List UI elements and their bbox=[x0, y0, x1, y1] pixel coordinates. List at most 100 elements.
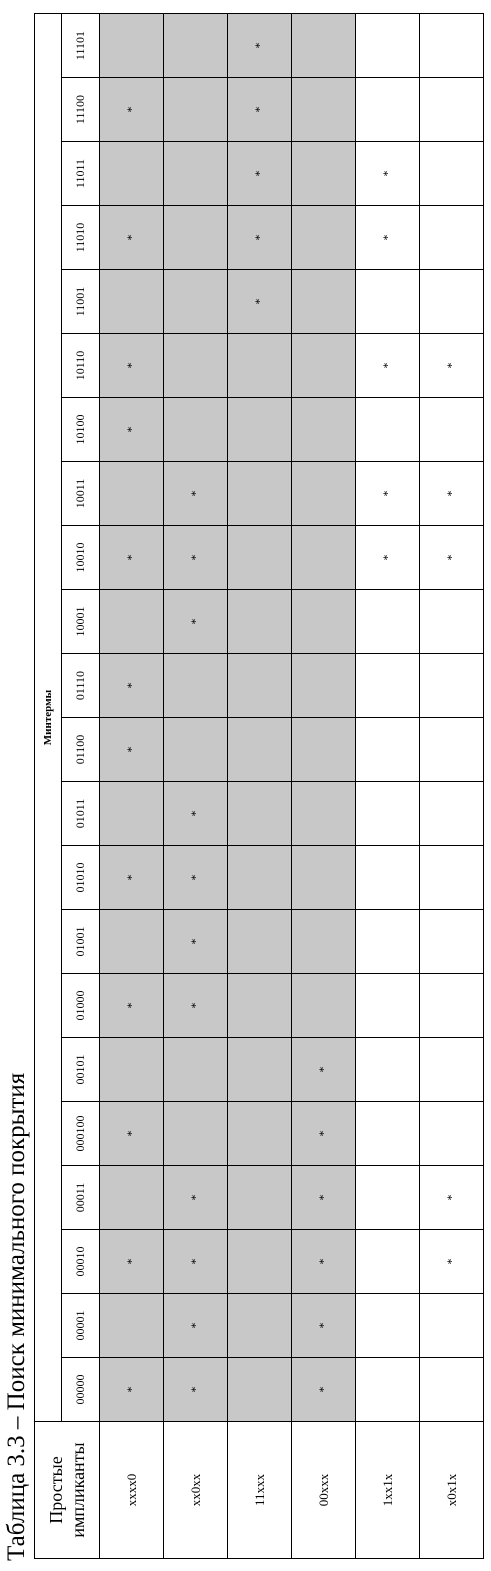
coverage-cell: * bbox=[291, 1037, 356, 1102]
coverage-cell bbox=[227, 1165, 292, 1230]
implicant-cell: xxxx0 bbox=[99, 1421, 164, 1559]
coverage-cell bbox=[355, 1357, 420, 1422]
minterm-header-cell: 01000 bbox=[61, 973, 100, 1038]
coverage-cell bbox=[227, 973, 292, 1038]
minterm-header-cell: 00010 bbox=[61, 1229, 100, 1294]
coverage-cell: * bbox=[99, 1229, 164, 1294]
coverage-cell: * bbox=[99, 1357, 164, 1422]
coverage-cell bbox=[99, 13, 164, 78]
implicants-header-line1: Простые bbox=[46, 1456, 66, 1524]
coverage-cell: * bbox=[163, 1357, 228, 1422]
coverage-cell bbox=[163, 269, 228, 334]
coverage-cell bbox=[291, 781, 356, 846]
minterm-header-cell: 01010 bbox=[61, 845, 100, 910]
coverage-cell: * bbox=[163, 781, 228, 846]
coverage-cell bbox=[355, 589, 420, 654]
coverage-cell bbox=[163, 13, 228, 78]
coverage-cell bbox=[355, 1229, 420, 1294]
coverage-cell: * bbox=[355, 205, 420, 270]
coverage-cell bbox=[291, 525, 356, 590]
coverage-cell bbox=[355, 781, 420, 846]
coverage-cell bbox=[99, 589, 164, 654]
header-row-group: Простые импликанты Минтермы bbox=[34, 13, 100, 1559]
implicant-cell: 00xxx bbox=[291, 1421, 356, 1559]
coverage-cell bbox=[419, 653, 484, 718]
coverage-cell: * bbox=[227, 13, 292, 78]
minterm-header-cell: 10110 bbox=[61, 333, 100, 398]
coverage-cell bbox=[291, 461, 356, 526]
coverage-cell bbox=[227, 1357, 292, 1422]
coverage-cell bbox=[291, 909, 356, 974]
coverage-cell bbox=[291, 653, 356, 718]
coverage-cell bbox=[99, 909, 164, 974]
coverage-cell: * bbox=[163, 589, 228, 654]
coverage-cell bbox=[227, 1037, 292, 1102]
table-row: xxxx0 * * * * * * * * * * * * bbox=[99, 13, 164, 1559]
coverage-cell: * bbox=[163, 525, 228, 590]
coverage-cell bbox=[99, 1037, 164, 1102]
minterm-header-cell: 11101 bbox=[61, 13, 100, 78]
coverage-cell: * bbox=[291, 1165, 356, 1230]
coverage-cell bbox=[99, 1293, 164, 1358]
coverage-cell bbox=[419, 205, 484, 270]
coverage-cell bbox=[99, 781, 164, 846]
implicants-header-line2: импликанты bbox=[68, 1442, 88, 1538]
coverage-cell bbox=[163, 717, 228, 782]
coverage-cell: * bbox=[163, 845, 228, 910]
coverage-cell: * bbox=[355, 525, 420, 590]
coverage-cell bbox=[419, 13, 484, 78]
minterm-header-cell: 10011 bbox=[61, 461, 100, 526]
minterm-header-cell: 000100 bbox=[61, 1101, 100, 1166]
coverage-cell bbox=[419, 909, 484, 974]
coverage-cell bbox=[355, 717, 420, 782]
coverage-cell: * bbox=[99, 1101, 164, 1166]
minterm-header-cell: 00000 bbox=[61, 1357, 100, 1422]
minterm-header-cell: 01110 bbox=[61, 653, 100, 718]
coverage-cell bbox=[163, 141, 228, 206]
coverage-cell: * bbox=[99, 525, 164, 590]
coverage-cell: * bbox=[291, 1229, 356, 1294]
coverage-cell bbox=[419, 717, 484, 782]
table-body: xxxx0 * * * * * * * * * * * * xx0xx * * * * * * * * * * * 11xxx * *… bbox=[99, 13, 484, 1559]
coverage-cell bbox=[355, 845, 420, 910]
coverage-cell: * bbox=[355, 461, 420, 526]
coverage-cell bbox=[419, 973, 484, 1038]
coverage-cell bbox=[291, 269, 356, 334]
coverage-cell bbox=[355, 1293, 420, 1358]
coverage-cell bbox=[355, 1165, 420, 1230]
coverage-cell bbox=[227, 1229, 292, 1294]
table-caption: Таблица 3.3 – Поиск минимального покрыти… bbox=[3, 1072, 30, 1561]
coverage-cell bbox=[227, 845, 292, 910]
coverage-cell bbox=[227, 653, 292, 718]
coverage-cell bbox=[99, 141, 164, 206]
implicant-cell: x0x1x bbox=[419, 1421, 484, 1559]
coverage-cell bbox=[355, 397, 420, 462]
coverage-cell: * bbox=[99, 845, 164, 910]
coverage-cell: * bbox=[227, 141, 292, 206]
coverage-cell: * bbox=[163, 461, 228, 526]
minterm-header-cell: 11001 bbox=[61, 269, 100, 334]
coverage-cell bbox=[227, 717, 292, 782]
coverage-cell bbox=[419, 1357, 484, 1422]
coverage-cell: * bbox=[99, 397, 164, 462]
coverage-cell: * bbox=[291, 1293, 356, 1358]
coverage-cell: * bbox=[291, 1357, 356, 1422]
coverage-cell bbox=[291, 13, 356, 78]
coverage-cell bbox=[227, 333, 292, 398]
coverage-cell: * bbox=[419, 461, 484, 526]
coverage-cell: * bbox=[99, 717, 164, 782]
coverage-cell: * bbox=[227, 205, 292, 270]
coverage-cell bbox=[419, 77, 484, 142]
coverage-cell bbox=[419, 845, 484, 910]
coverage-cell bbox=[163, 77, 228, 142]
coverage-cell bbox=[355, 269, 420, 334]
minterm-header-cell: 01011 bbox=[61, 781, 100, 846]
minterm-header-cell: 11011 bbox=[61, 141, 100, 206]
coverage-cell bbox=[419, 397, 484, 462]
coverage-cell bbox=[227, 1101, 292, 1166]
coverage-cell: * bbox=[355, 141, 420, 206]
coverage-cell bbox=[419, 1037, 484, 1102]
coverage-cell bbox=[163, 1101, 228, 1166]
implicants-header: Простые импликанты bbox=[34, 1421, 100, 1559]
coverage-cell: * bbox=[99, 333, 164, 398]
